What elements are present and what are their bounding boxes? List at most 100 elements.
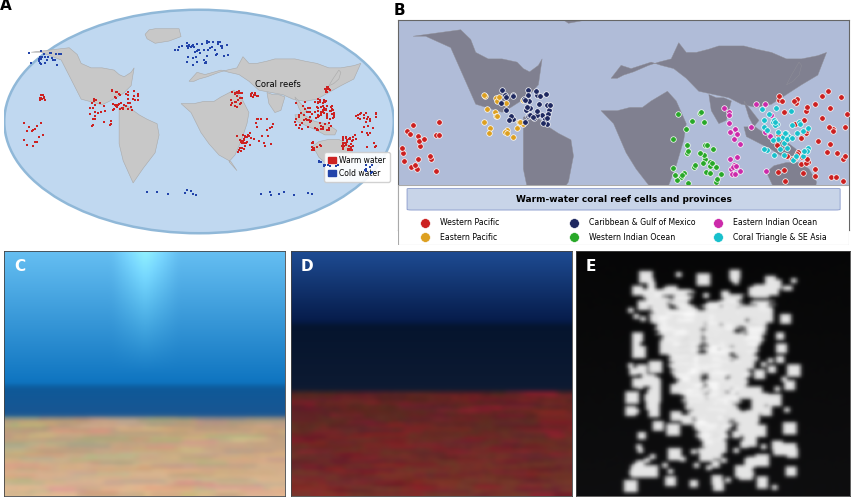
Point: [776, 97, 789, 105]
Point: [830, 149, 844, 157]
Point: [799, 158, 812, 166]
Point: [105, 87, 119, 95]
Point: [240, 133, 253, 141]
Point: [324, 103, 337, 111]
Point: [294, 109, 308, 117]
Point: [338, 139, 352, 147]
Point: [484, 124, 497, 132]
Point: [33, 59, 46, 67]
Point: [251, 123, 265, 131]
Point: [253, 190, 267, 198]
Point: [672, 110, 686, 118]
Point: [811, 137, 825, 145]
Point: [495, 99, 508, 107]
Point: [360, 129, 374, 137]
Point: [234, 147, 247, 155]
Point: [506, 91, 520, 99]
Point: [305, 110, 318, 118]
Point: [299, 105, 312, 113]
Point: [698, 155, 712, 163]
Point: [408, 160, 422, 168]
Point: [87, 97, 101, 105]
Point: [335, 141, 348, 149]
Point: [232, 96, 246, 104]
Point: [514, 118, 527, 126]
Point: [295, 119, 309, 127]
Point: [110, 88, 123, 96]
Point: [495, 86, 508, 94]
Point: [87, 112, 101, 120]
Point: [734, 140, 747, 148]
Point: [294, 121, 307, 129]
Point: [34, 94, 48, 102]
Point: [789, 99, 803, 107]
Point: [314, 122, 328, 130]
Point: [33, 96, 47, 104]
Point: [779, 177, 793, 185]
Point: [230, 132, 244, 140]
Point: [540, 120, 554, 128]
Point: [92, 109, 105, 117]
Point: [233, 100, 247, 108]
Point: [490, 113, 504, 121]
Point: [396, 149, 410, 157]
Point: [500, 99, 514, 107]
Text: Western Indian Ocean: Western Indian Ocean: [589, 232, 675, 241]
Point: [480, 105, 494, 113]
Point: [112, 90, 126, 98]
Point: [693, 109, 707, 117]
Point: [700, 141, 714, 149]
Point: [319, 86, 333, 94]
Point: [117, 101, 131, 109]
Text: Western Pacific: Western Pacific: [440, 218, 499, 227]
Point: [41, 53, 55, 61]
Point: [346, 142, 360, 150]
Point: [323, 107, 336, 115]
Point: [766, 136, 780, 144]
Point: [121, 105, 134, 113]
Point: [306, 138, 320, 146]
Point: [310, 126, 324, 134]
Point: [342, 145, 356, 153]
Text: Eastern Pacific: Eastern Pacific: [440, 232, 497, 241]
Point: [201, 46, 215, 54]
Point: [313, 96, 327, 104]
Point: [789, 152, 803, 160]
Point: [403, 130, 417, 138]
Point: [704, 159, 718, 167]
Point: [193, 49, 207, 57]
Point: [232, 89, 246, 97]
Point: [107, 105, 121, 113]
Point: [311, 95, 324, 103]
Point: [341, 146, 354, 154]
Point: [492, 93, 506, 101]
Point: [104, 120, 118, 128]
Point: [33, 55, 46, 63]
Point: [180, 186, 193, 194]
Text: Eastern Indian Ocean: Eastern Indian Ocean: [734, 218, 817, 227]
Point: [723, 128, 737, 136]
Point: [800, 107, 813, 115]
Point: [351, 111, 365, 119]
Point: [348, 112, 362, 120]
Point: [265, 191, 278, 199]
Point: [675, 170, 689, 178]
Point: [764, 111, 778, 119]
Point: [190, 40, 204, 48]
Point: [187, 43, 201, 51]
Point: [116, 105, 130, 113]
Point: [760, 126, 774, 134]
Point: [358, 166, 372, 174]
Point: [37, 91, 51, 99]
Point: [703, 169, 716, 177]
Point: [109, 101, 122, 109]
Point: [343, 134, 357, 142]
Point: [237, 135, 251, 143]
Point: [38, 93, 51, 101]
Point: [680, 149, 693, 157]
Point: [25, 127, 39, 135]
Point: [822, 123, 835, 131]
Polygon shape: [709, 95, 731, 124]
Point: [797, 147, 811, 155]
Point: [788, 120, 802, 128]
